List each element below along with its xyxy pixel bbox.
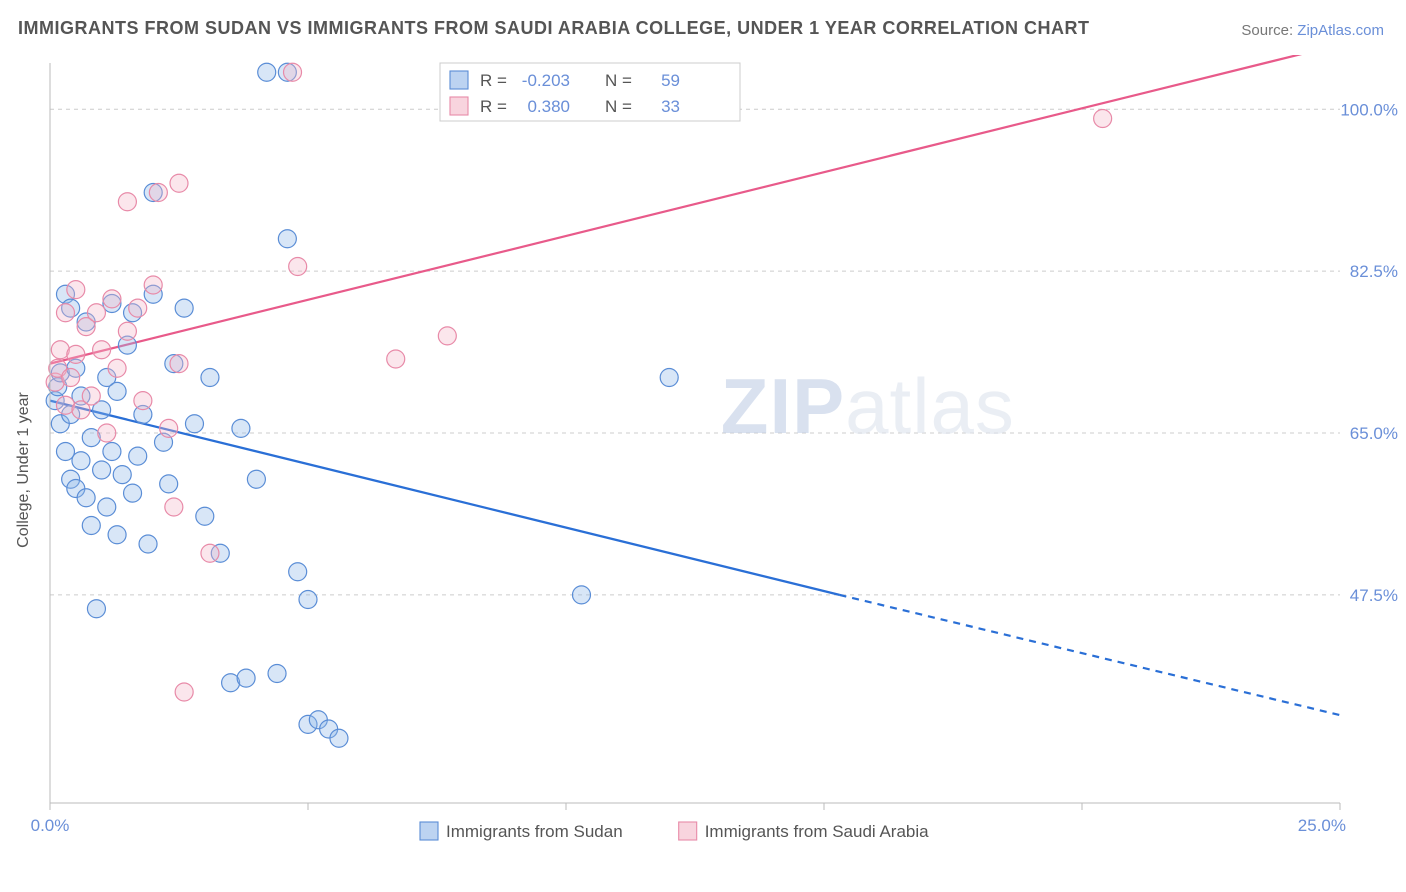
svg-text:25.0%: 25.0% xyxy=(1298,816,1346,835)
svg-text:59: 59 xyxy=(661,71,680,90)
source-label: Source: ZipAtlas.com xyxy=(1241,22,1384,39)
svg-text:R =: R = xyxy=(480,71,507,90)
svg-text:N =: N = xyxy=(605,71,632,90)
svg-text:Immigrants from Saudi Arabia: Immigrants from Saudi Arabia xyxy=(705,822,929,841)
chart-title: IMMIGRANTS FROM SUDAN VS IMMIGRANTS FROM… xyxy=(18,18,1090,39)
svg-text:100.0%: 100.0% xyxy=(1340,100,1398,119)
svg-text:College, Under 1 year: College, Under 1 year xyxy=(15,392,32,548)
svg-text:82.5%: 82.5% xyxy=(1350,262,1398,281)
svg-text:R =: R = xyxy=(480,97,507,116)
svg-text:-0.203: -0.203 xyxy=(522,71,570,90)
svg-text:N =: N = xyxy=(605,97,632,116)
svg-text:0.0%: 0.0% xyxy=(31,816,70,835)
svg-text:ZIPatlas: ZIPatlas xyxy=(721,362,1015,450)
source-prefix: Source: xyxy=(1241,22,1297,39)
svg-text:33: 33 xyxy=(661,97,680,116)
scatter-chart: ZIPatlas 0.0% 25.0% 47.5% 65.0% 82.5% 100.0% Co… xyxy=(0,55,1406,892)
svg-text:65.0%: 65.0% xyxy=(1350,424,1398,443)
chart-container: ZIPatlas 0.0% 25.0% 47.5% 65.0% 82.5% 100.0% Co… xyxy=(0,55,1406,892)
svg-text:47.5%: 47.5% xyxy=(1350,586,1398,605)
svg-text:0.380: 0.380 xyxy=(527,97,570,116)
source-link[interactable]: ZipAtlas.com xyxy=(1297,22,1384,39)
svg-text:Immigrants from Sudan: Immigrants from Sudan xyxy=(446,822,623,841)
